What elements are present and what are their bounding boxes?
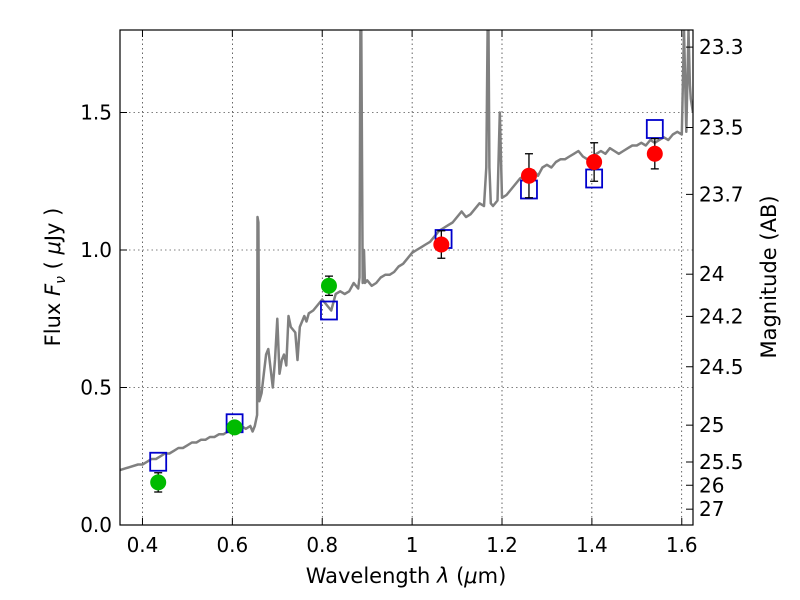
series-layer	[120, 30, 693, 493]
magnitude-tick-label: 23.5	[699, 116, 744, 140]
x-tick-label: 0.6	[216, 533, 248, 557]
magnitude-tick-label: 23.3	[699, 35, 744, 59]
x-tick-label: 1	[406, 533, 419, 557]
magnitude-tick-label: 23.7	[699, 182, 744, 206]
observed-point	[226, 419, 243, 436]
magnitude-tick-label: 24.5	[699, 355, 744, 379]
magnitude-tick-label: 25.5	[699, 450, 744, 474]
magnitude-tick-label: 25	[699, 413, 724, 437]
magnitude-tick-label: 27	[699, 497, 724, 521]
observed-point	[433, 236, 450, 253]
x-axis-label: Wavelength λ (μm)	[306, 564, 507, 588]
plot-area	[120, 30, 693, 525]
magnitude-tick-label: 24.2	[699, 304, 744, 328]
observed-point	[320, 277, 337, 294]
observed-point	[646, 145, 663, 162]
y-tick-label: 1.0	[80, 238, 112, 262]
x-tick-label: 0.4	[127, 533, 159, 557]
axes: 0.4 0.6 0.8 1 1.2 1.4 1.6 0.0 0.5 1.0 1.5 23.3 23.5 2…	[80, 30, 744, 557]
x-tick-label: 0.8	[306, 533, 338, 557]
right-axis-label: Magnitude (AB)	[757, 195, 781, 358]
observed-point	[520, 167, 537, 184]
observed-point	[586, 154, 603, 170]
x-tick-label: 1.6	[666, 533, 698, 557]
model-square-point	[320, 300, 338, 321]
x-tick-label: 1.2	[486, 533, 518, 557]
y-axis-label: Flux Fν ( μJy )	[41, 208, 69, 347]
magnitude-tick-label: 26	[699, 473, 724, 497]
plot-frame	[119, 29, 694, 526]
x-tick-label: 1.4	[576, 533, 608, 557]
magnitude-tick-label: 24	[699, 262, 724, 286]
y-tick-label: 0.0	[80, 513, 112, 537]
y-tick-label: 0.5	[80, 376, 112, 400]
model-square-point	[149, 451, 168, 472]
observed-point	[150, 474, 167, 491]
y-tick-label: 1.5	[80, 101, 112, 125]
